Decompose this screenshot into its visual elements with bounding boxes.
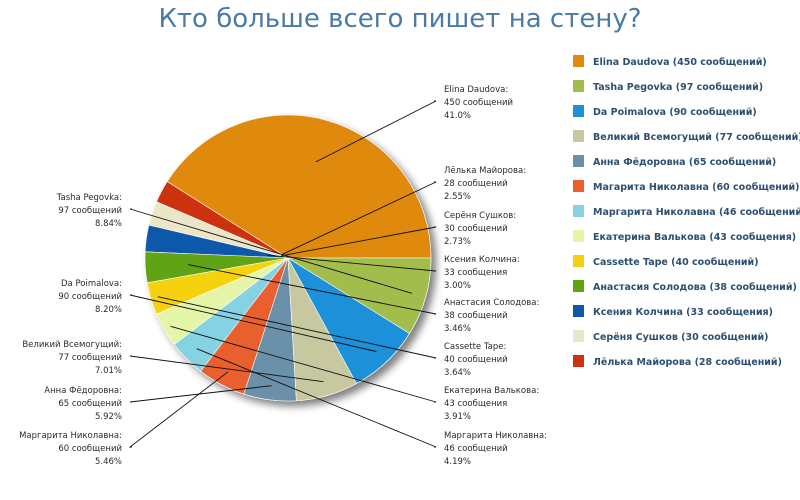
callout-count: 97 сообщений xyxy=(58,206,122,216)
callout-leader-line xyxy=(315,100,437,163)
callout-count: 40 сообщений xyxy=(444,355,508,365)
legend-swatch xyxy=(573,305,584,317)
pie-slice xyxy=(286,257,432,334)
callout-labels: Elina Daudova: 450 сообщений 41.0% Лёлька М… xyxy=(19,85,547,467)
legend-swatch xyxy=(573,205,584,217)
callout-count: 77 сообщений xyxy=(58,353,122,363)
callout-name: Ксения Колчина: xyxy=(444,255,520,265)
callout-leader-line xyxy=(128,371,229,448)
callout-percent: 3.64% xyxy=(444,368,471,378)
callout-name: Маргарита Николавна: xyxy=(444,431,547,441)
legend-label: Cassette Tape (40 сообщений) xyxy=(593,257,759,268)
legend-swatch xyxy=(573,180,584,192)
callout-percent: 7.01% xyxy=(95,366,122,376)
legend-label: Анна Фёдоровна (65 сообщений) xyxy=(593,157,776,168)
legend-swatch xyxy=(573,330,584,342)
callout-name: Великий Всемогущий: xyxy=(22,340,122,350)
callout-count: 65 сообщений xyxy=(58,399,122,409)
callout-leader-line xyxy=(129,294,377,352)
legend-label: Магарита Николавна (60 сообщений) xyxy=(593,182,800,193)
legend-label: Da Poimalova (90 сообщений) xyxy=(593,107,757,118)
callout-name: Tasha Pegovka: xyxy=(56,193,122,203)
callout-name: Cassette Tape: xyxy=(444,342,506,352)
callout-leaders xyxy=(128,100,437,448)
callout-count: 38 сообщений xyxy=(444,311,508,321)
legend-label: Ксения Колчина (33 сообщения) xyxy=(593,307,773,318)
callout-name: Екатерина Валькова: xyxy=(444,386,539,396)
pie-slices xyxy=(144,114,432,402)
legend-swatch xyxy=(573,80,584,92)
callout-percent: 8.84% xyxy=(95,219,122,229)
legend-swatch xyxy=(573,280,584,292)
callout-percent: 2.55% xyxy=(444,192,471,202)
callout-name: Da Poimalova: xyxy=(61,279,122,289)
callout-percent: 4.19% xyxy=(444,457,471,467)
callout-leader-line xyxy=(157,296,437,359)
callout-name: Лёлька Майорова: xyxy=(444,166,526,176)
legend: Elina Daudova (450 сообщений) Tasha Pegov… xyxy=(573,55,800,368)
legend-label: Маргарита Николавна (46 сообщений) xyxy=(593,207,800,218)
callout-percent: 3.91% xyxy=(444,412,471,422)
callout-percent: 3.00% xyxy=(444,281,471,291)
callout-leader-line xyxy=(129,385,272,403)
legend-swatch xyxy=(573,105,584,117)
callout-count: 450 сообщений xyxy=(444,98,513,108)
callout-count: 33 сообщения xyxy=(444,268,507,278)
legend-label: Серёня Сушков (30 сообщений) xyxy=(593,332,769,343)
legend-swatch xyxy=(573,130,584,142)
callout-leader-line xyxy=(281,226,437,257)
chart-title: Кто больше всего пишет на стену? xyxy=(158,4,642,34)
legend-swatch xyxy=(573,355,584,367)
callout-leader-line xyxy=(129,355,324,383)
callout-count: 46 сообщений xyxy=(444,444,508,454)
callout-percent: 5.46% xyxy=(95,457,122,467)
callout-percent: 41.0% xyxy=(444,111,471,121)
callout-leader-line xyxy=(170,325,437,403)
callout-leader-line xyxy=(129,208,412,294)
callout-name: Серёня Сушков: xyxy=(444,211,516,221)
callout-count: 43 сообщения xyxy=(444,399,507,409)
callout-count: 30 сообщений xyxy=(444,224,508,234)
callout-percent: 3.46% xyxy=(444,324,471,334)
callout-name: Elina Daudova: xyxy=(444,85,508,95)
legend-label: Великий Всемогущий (77 сообщений) xyxy=(593,132,800,143)
legend-label: Екатерина Валькова (43 сообщения) xyxy=(593,232,796,243)
legend-label: Elina Daudova (450 сообщений) xyxy=(593,57,767,68)
legend-swatch xyxy=(573,155,584,167)
callout-percent: 5.92% xyxy=(95,412,122,422)
callout-count: 28 сообщений xyxy=(444,179,508,189)
legend-swatch xyxy=(573,55,584,67)
callout-leader-line xyxy=(196,348,437,448)
callout-count: 60 сообщений xyxy=(58,444,122,454)
callout-name: Анастасия Солодова: xyxy=(444,298,539,308)
legend-label: Tasha Pegovka (97 сообщений) xyxy=(593,82,763,93)
legend-swatch xyxy=(573,255,584,267)
callout-percent: 8.20% xyxy=(95,305,122,315)
legend-label: Лёлька Майорова (28 сообщений) xyxy=(593,357,782,368)
legend-swatch xyxy=(573,230,584,242)
callout-leader-line xyxy=(266,254,437,272)
callout-leader-line xyxy=(281,181,437,256)
callout-name: Маргарита Николавна: xyxy=(19,431,122,441)
callout-name: Анна Фёдоровна: xyxy=(44,386,122,396)
callout-leader-line xyxy=(188,264,437,315)
callout-count: 90 сообщений xyxy=(58,292,122,302)
pie-slice xyxy=(166,114,432,259)
callout-percent: 2.73% xyxy=(444,237,471,247)
legend-label: Анастасия Солодова (38 сообщений) xyxy=(593,282,797,293)
